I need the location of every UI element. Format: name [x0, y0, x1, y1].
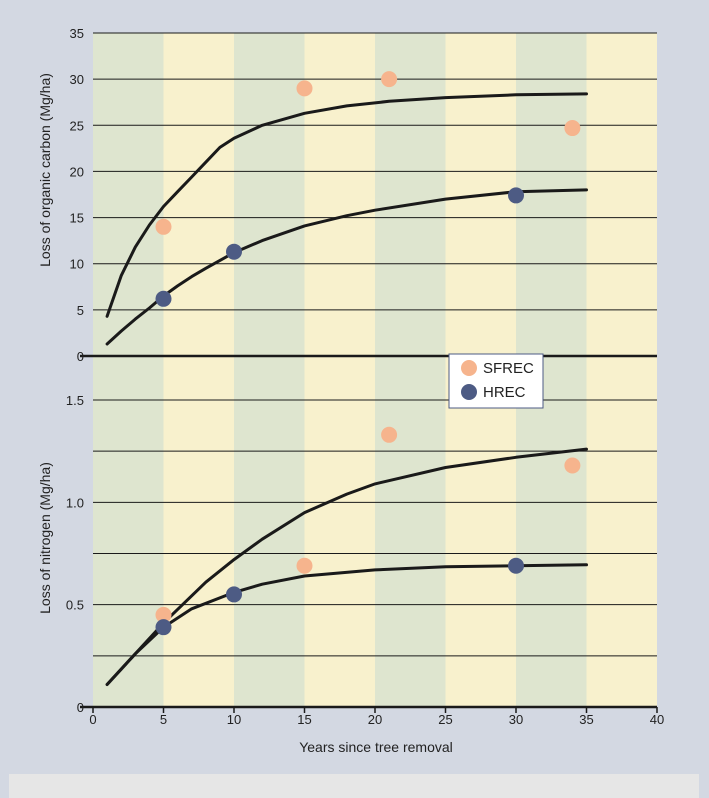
bottom-point-sfrec-2: [381, 426, 398, 443]
top-band-2: [234, 33, 305, 394]
top-point-sfrec-0: [155, 218, 172, 235]
x-tick-label-8: 40: [650, 712, 664, 727]
bottom-band-1: [163, 394, 234, 707]
x-tick-label-1: 5: [160, 712, 167, 727]
bottom-band-0: [93, 394, 164, 707]
top-band-5: [445, 33, 516, 394]
bottom-point-sfrec-0: [155, 606, 172, 623]
bottom-y-axis-title: Loss of nitrogen (Mg/ha): [37, 462, 53, 614]
x-axis-title: Years since tree removal: [299, 739, 453, 755]
bottom-y-tick-label-1: 0.5: [66, 598, 84, 613]
top-y-tick-label-2: 10: [70, 257, 84, 272]
top-y-tick-label-3: 15: [70, 211, 84, 226]
top-y-axis-title: Loss of organic carbon (Mg/ha): [37, 73, 53, 267]
legend-label-sfrec: SFREC: [483, 360, 534, 377]
x-tick-label-4: 20: [368, 712, 382, 727]
x-tick-label-2: 10: [227, 712, 241, 727]
top-point-hrec-0: [155, 290, 172, 307]
x-tick-label-6: 30: [509, 712, 523, 727]
bottom-fit-curve-hrec: [105, 563, 588, 686]
bottom-band-7: [586, 394, 657, 707]
bottom-point-sfrec-3: [564, 457, 581, 474]
bottom-band-4: [375, 394, 446, 707]
plot-area: 0 5 10 15 20 25 30 35 0 0.5 1.0 1.5 0 5 10 15 20 25 30 35 40: [66, 26, 664, 727]
top-band-4: [375, 33, 446, 394]
bottom-point-hrec-1: [226, 586, 242, 603]
top-y-tick-label-1: 5: [77, 303, 84, 318]
top-point-hrec-2: [508, 187, 524, 204]
top-point-sfrec-1: [296, 80, 313, 97]
top-y-tick-label-6: 30: [70, 72, 84, 87]
top-point-hrec-1: [226, 243, 242, 260]
legend: SFREC HREC: [448, 353, 544, 409]
top-y-tick-label-5: 25: [70, 118, 84, 133]
bottom-band-5: [445, 394, 516, 707]
bottom-point-hrec-2: [508, 557, 524, 574]
top-fit-curve-sfrec: [105, 92, 588, 318]
top-y-tick-label-7: 35: [70, 26, 84, 41]
x-tick-label-7: 35: [579, 712, 593, 727]
footer-band: [9, 774, 699, 798]
bottom-y-tick-label-0: 0: [77, 700, 84, 715]
bottom-point-hrec-0: [155, 619, 172, 636]
top-y-tick-label-4: 20: [70, 164, 84, 179]
bottom-y-tick-label-3: 1.5: [66, 393, 84, 408]
legend-label-hrec: HREC: [483, 384, 526, 401]
bottom-band-6: [516, 394, 587, 707]
top-point-sfrec-2: [381, 71, 398, 88]
top-band-6: [516, 33, 587, 394]
x-tick-label-5: 25: [438, 712, 452, 727]
bottom-point-sfrec-1: [296, 557, 313, 574]
legend-marker-sfrec: [461, 360, 477, 376]
top-band-0: [93, 33, 164, 394]
x-tick-label-3: 15: [297, 712, 311, 727]
x-tick-label-0: 0: [89, 712, 96, 727]
bottom-y-tick-label-2: 1.0: [66, 495, 84, 510]
top-point-sfrec-3: [564, 120, 581, 137]
legend-marker-hrec: [461, 384, 477, 400]
bottom-band-3: [304, 394, 375, 707]
top-band-7: [586, 33, 657, 394]
top-fit-curve-hrec: [105, 188, 588, 346]
top-y-tick-label-0: 0: [77, 349, 84, 364]
top-band-1: [163, 33, 234, 394]
